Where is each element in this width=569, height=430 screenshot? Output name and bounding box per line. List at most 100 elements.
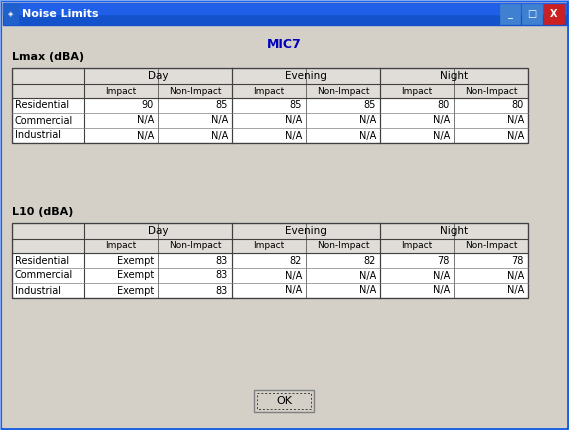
Text: N/A: N/A <box>358 286 376 295</box>
Bar <box>158 84 232 98</box>
Bar <box>454 239 528 253</box>
Text: Day: Day <box>148 71 168 81</box>
Text: N/A: N/A <box>433 286 450 295</box>
Bar <box>306 84 380 98</box>
Text: N/A: N/A <box>507 130 524 141</box>
Bar <box>12 223 84 239</box>
Text: 85: 85 <box>216 101 228 111</box>
Text: _: _ <box>508 9 513 19</box>
Bar <box>522 4 542 24</box>
Text: 78: 78 <box>438 255 450 265</box>
Bar <box>380 239 454 253</box>
Bar <box>3 3 566 25</box>
Text: MIC7: MIC7 <box>267 39 302 52</box>
Text: Non-Impact: Non-Impact <box>465 242 517 251</box>
Bar <box>12 84 84 98</box>
Text: Evening: Evening <box>285 71 327 81</box>
Bar <box>232 68 380 84</box>
Text: 83: 83 <box>216 286 228 295</box>
Bar <box>500 4 520 24</box>
Bar <box>258 393 311 409</box>
Bar <box>84 84 158 98</box>
Text: Commercial: Commercial <box>15 270 73 280</box>
Text: Night: Night <box>440 226 468 236</box>
Bar <box>254 390 315 412</box>
Text: N/A: N/A <box>433 116 450 126</box>
Text: N/A: N/A <box>211 116 228 126</box>
Text: 85: 85 <box>364 101 376 111</box>
Text: N/A: N/A <box>284 116 302 126</box>
Text: 83: 83 <box>216 255 228 265</box>
Text: Impact: Impact <box>253 86 284 95</box>
Bar <box>380 223 528 239</box>
Bar <box>232 84 306 98</box>
Text: 80: 80 <box>438 101 450 111</box>
Bar <box>12 68 528 143</box>
Text: Impact: Impact <box>401 86 432 95</box>
Text: ◈: ◈ <box>9 11 14 17</box>
Text: Non-Impact: Non-Impact <box>169 242 221 251</box>
Bar <box>84 68 232 84</box>
Text: 83: 83 <box>216 270 228 280</box>
Text: N/A: N/A <box>137 116 154 126</box>
Bar <box>232 223 380 239</box>
Text: Exempt: Exempt <box>117 255 154 265</box>
Text: Lmax (dBA): Lmax (dBA) <box>12 52 84 62</box>
Text: Non-Impact: Non-Impact <box>169 86 221 95</box>
Bar <box>306 239 380 253</box>
Bar <box>12 223 528 298</box>
Text: OK: OK <box>277 396 292 406</box>
Text: Exempt: Exempt <box>117 270 154 280</box>
Text: Impact: Impact <box>105 86 137 95</box>
Text: Non-Impact: Non-Impact <box>465 86 517 95</box>
Bar <box>544 4 564 24</box>
Text: Non-Impact: Non-Impact <box>317 242 369 251</box>
Text: Impact: Impact <box>105 242 137 251</box>
Text: Industrial: Industrial <box>15 286 61 295</box>
Text: Industrial: Industrial <box>15 130 61 141</box>
Text: Commercial: Commercial <box>15 116 73 126</box>
Text: Night: Night <box>440 71 468 81</box>
Text: N/A: N/A <box>358 116 376 126</box>
Bar <box>12 68 84 84</box>
Text: N/A: N/A <box>507 286 524 295</box>
Text: Exempt: Exempt <box>117 286 154 295</box>
Bar <box>232 239 306 253</box>
Bar <box>3 3 566 14</box>
Text: 78: 78 <box>512 255 524 265</box>
Bar <box>158 239 232 253</box>
Bar <box>380 84 454 98</box>
Bar <box>454 84 528 98</box>
Text: N/A: N/A <box>358 130 376 141</box>
Text: N/A: N/A <box>433 130 450 141</box>
Text: Noise Limits: Noise Limits <box>22 9 98 19</box>
Text: 90: 90 <box>142 101 154 111</box>
Text: Residential: Residential <box>15 101 69 111</box>
Text: 82: 82 <box>364 255 376 265</box>
Text: X: X <box>550 9 558 19</box>
Bar <box>12 223 528 298</box>
Text: N/A: N/A <box>358 270 376 280</box>
Text: Impact: Impact <box>253 242 284 251</box>
Text: 80: 80 <box>512 101 524 111</box>
Text: 82: 82 <box>290 255 302 265</box>
Text: 85: 85 <box>290 101 302 111</box>
Text: N/A: N/A <box>284 130 302 141</box>
Bar <box>12 239 84 253</box>
Text: N/A: N/A <box>137 130 154 141</box>
Bar <box>4 4 18 24</box>
Text: N/A: N/A <box>284 270 302 280</box>
Text: N/A: N/A <box>507 270 524 280</box>
Bar <box>12 68 528 143</box>
Text: Evening: Evening <box>285 226 327 236</box>
Text: Day: Day <box>148 226 168 236</box>
Text: Non-Impact: Non-Impact <box>317 86 369 95</box>
Text: N/A: N/A <box>433 270 450 280</box>
Bar <box>84 239 158 253</box>
Text: N/A: N/A <box>284 286 302 295</box>
Bar <box>380 68 528 84</box>
Text: Impact: Impact <box>401 242 432 251</box>
Text: N/A: N/A <box>211 130 228 141</box>
Text: N/A: N/A <box>507 116 524 126</box>
Text: □: □ <box>527 9 537 19</box>
